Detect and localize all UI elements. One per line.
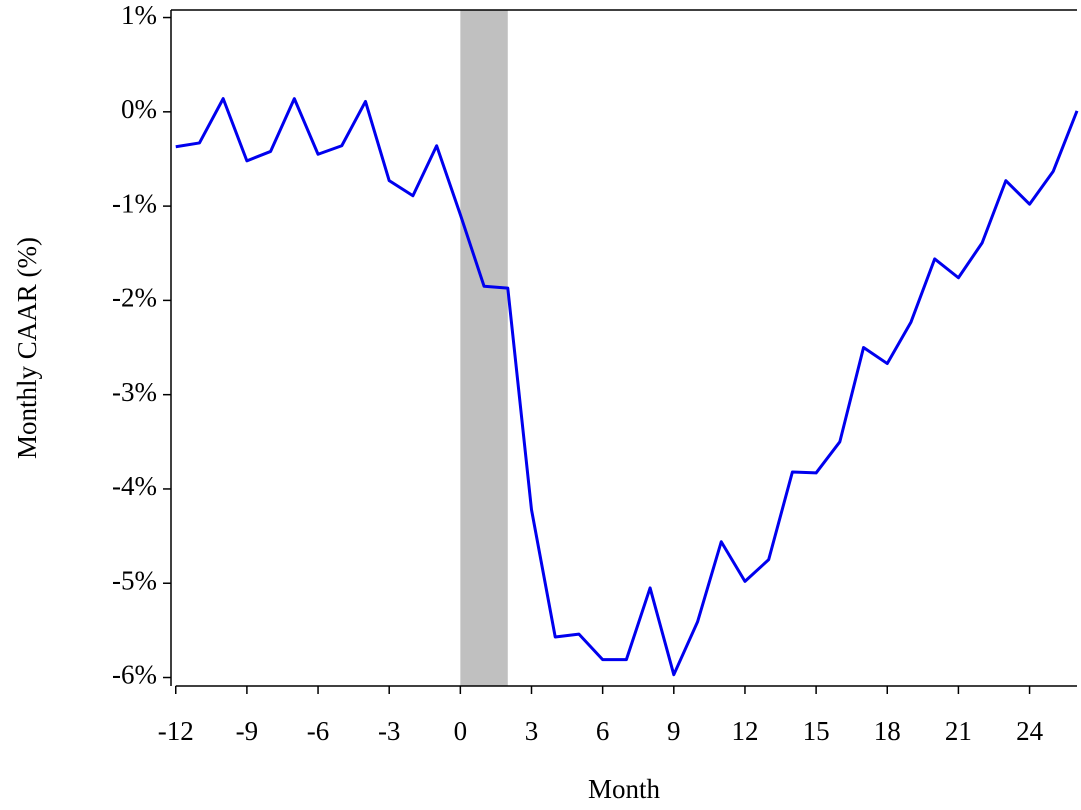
x-tick-label: 15	[803, 716, 830, 746]
y-tick-label: -4%	[112, 471, 157, 501]
y-axis-title: Monthly CAAR (%)	[12, 237, 42, 459]
x-tick-label: 18	[874, 716, 901, 746]
shaded-region	[460, 10, 508, 686]
data-line	[175, 97, 1079, 677]
y-tick-label: -1%	[112, 188, 157, 218]
x-tick-label: -9	[236, 716, 259, 746]
x-tick-label: 21	[945, 716, 972, 746]
x-tick-label: 3	[525, 716, 539, 746]
x-tick-label: 0	[454, 716, 468, 746]
y-tick-label: -5%	[112, 565, 157, 595]
x-tick-label: 9	[667, 716, 681, 746]
x-tick-label: 24	[1016, 716, 1044, 746]
x-axis-title: Month	[588, 774, 661, 804]
y-tick-label: -3%	[112, 377, 157, 407]
y-tick-label: 1%	[121, 0, 157, 30]
x-tick-label: -12	[158, 716, 194, 746]
x-tick-label: 6	[596, 716, 610, 746]
x-tick-label: 12	[731, 716, 758, 746]
y-tick-label: -2%	[112, 283, 157, 313]
x-tick-label: -3	[378, 716, 401, 746]
y-tick-label: -6%	[112, 660, 157, 690]
x-tick-label: -6	[307, 716, 330, 746]
y-tick-label: 0%	[121, 94, 157, 124]
